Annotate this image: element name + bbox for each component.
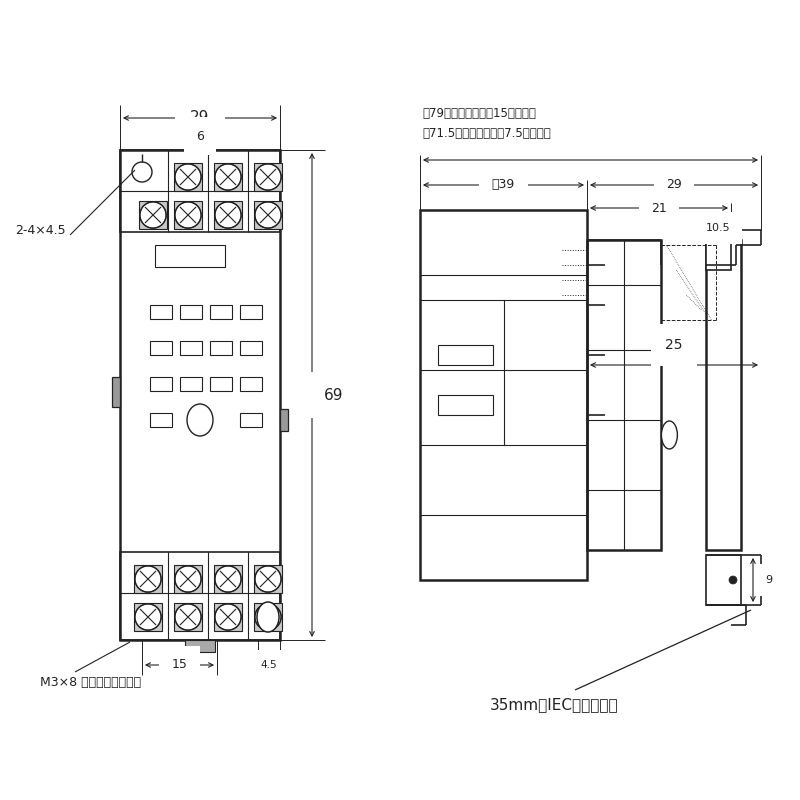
Bar bbox=[134, 565, 162, 594]
Text: 絀71.5（レールの高さ7.5の場合）: 絀71.5（レールの高さ7.5の場合） bbox=[422, 127, 550, 140]
Circle shape bbox=[255, 164, 281, 190]
Bar bbox=[706, 230, 731, 270]
Circle shape bbox=[255, 604, 281, 630]
Text: 絀39: 絀39 bbox=[492, 178, 515, 191]
Ellipse shape bbox=[662, 421, 678, 449]
Text: 35mm幅IEC規格レール: 35mm幅IEC規格レール bbox=[490, 698, 618, 713]
Text: 29: 29 bbox=[190, 110, 210, 126]
Bar bbox=[112, 377, 120, 407]
Circle shape bbox=[175, 202, 201, 228]
Bar bbox=[240, 305, 262, 319]
Bar bbox=[587, 240, 662, 550]
Bar bbox=[210, 305, 232, 319]
Bar bbox=[174, 565, 202, 594]
Text: 29: 29 bbox=[666, 178, 682, 191]
Bar bbox=[180, 341, 202, 355]
Text: 10.5: 10.5 bbox=[706, 223, 731, 233]
Circle shape bbox=[215, 566, 241, 592]
Bar bbox=[180, 305, 202, 319]
Text: 絀79（レールの高さ15の場合）: 絀79（レールの高さ15の場合） bbox=[422, 107, 536, 120]
Bar bbox=[240, 377, 262, 391]
Bar bbox=[240, 413, 262, 427]
Circle shape bbox=[175, 566, 201, 592]
Bar bbox=[210, 377, 232, 391]
Circle shape bbox=[175, 164, 201, 190]
Circle shape bbox=[175, 604, 201, 630]
Bar bbox=[150, 413, 172, 427]
Bar bbox=[120, 150, 280, 232]
Bar bbox=[180, 377, 202, 391]
Text: 69: 69 bbox=[324, 387, 343, 402]
Bar bbox=[254, 602, 282, 631]
Text: 9: 9 bbox=[765, 575, 772, 585]
Circle shape bbox=[135, 566, 161, 592]
Text: 15: 15 bbox=[171, 658, 187, 671]
Bar bbox=[174, 162, 202, 191]
Circle shape bbox=[729, 576, 737, 584]
Bar bbox=[214, 201, 242, 230]
Text: M3×8 セルフアップねじ: M3×8 セルフアップねじ bbox=[40, 675, 141, 689]
Text: 25: 25 bbox=[666, 338, 682, 352]
Circle shape bbox=[215, 604, 241, 630]
Bar bbox=[214, 565, 242, 594]
Text: 2-4×4.5: 2-4×4.5 bbox=[15, 223, 66, 237]
Bar bbox=[210, 341, 232, 355]
Circle shape bbox=[215, 164, 241, 190]
Circle shape bbox=[255, 202, 281, 228]
Circle shape bbox=[140, 202, 166, 228]
Bar bbox=[185, 640, 215, 652]
Bar bbox=[150, 377, 172, 391]
Bar bbox=[240, 341, 262, 355]
Bar bbox=[134, 602, 162, 631]
Bar bbox=[120, 552, 280, 640]
Text: 21: 21 bbox=[651, 202, 667, 214]
Circle shape bbox=[255, 566, 281, 592]
Ellipse shape bbox=[187, 404, 213, 436]
Bar bbox=[438, 395, 493, 415]
Bar bbox=[254, 201, 282, 230]
Bar bbox=[438, 345, 493, 365]
Bar bbox=[254, 162, 282, 191]
Bar bbox=[420, 210, 587, 580]
Bar bbox=[174, 201, 202, 230]
Text: 6: 6 bbox=[196, 130, 204, 142]
Bar bbox=[150, 305, 172, 319]
Bar bbox=[120, 150, 280, 640]
Bar bbox=[706, 555, 741, 605]
Bar bbox=[214, 602, 242, 631]
Bar bbox=[706, 240, 741, 550]
Bar bbox=[254, 565, 282, 594]
Ellipse shape bbox=[257, 602, 279, 632]
Circle shape bbox=[215, 202, 241, 228]
Bar bbox=[150, 341, 172, 355]
Bar bbox=[155, 245, 225, 267]
Text: 4.5: 4.5 bbox=[261, 660, 278, 670]
Bar bbox=[174, 602, 202, 631]
Bar bbox=[280, 409, 288, 431]
Circle shape bbox=[135, 604, 161, 630]
Bar bbox=[138, 201, 167, 230]
Bar bbox=[214, 162, 242, 191]
